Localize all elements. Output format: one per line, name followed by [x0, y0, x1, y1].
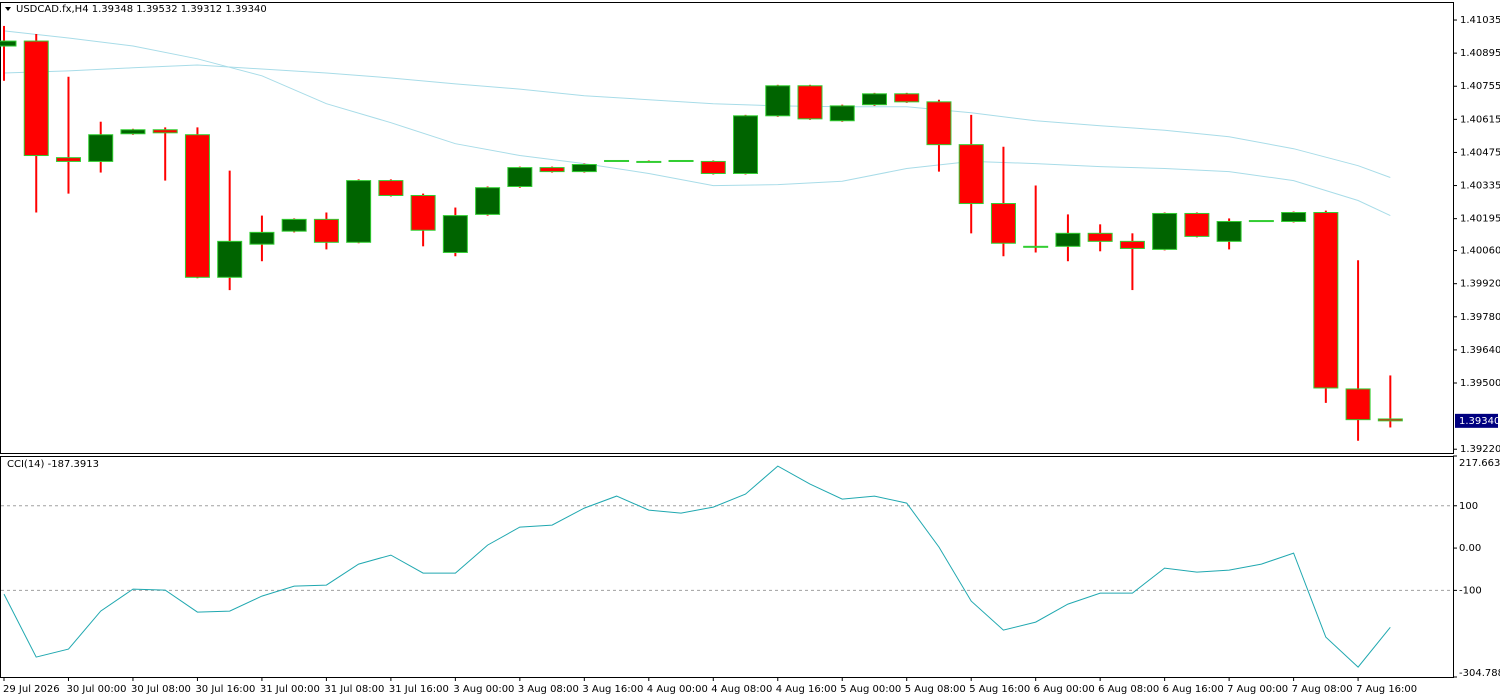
bull-candle-body: [442, 215, 468, 253]
y-tick-label: 1.39780: [1460, 312, 1500, 323]
bull-candle-body: [765, 85, 791, 117]
bull-candle-body: [1281, 212, 1307, 222]
bull-candle-body: [249, 231, 275, 245]
y-tick-label: 1.40195: [1460, 214, 1500, 225]
bear-candle-body: [1313, 212, 1339, 389]
bear-candle-body: [894, 93, 920, 103]
bull-candle-body: [281, 218, 307, 232]
x-tick-label: 3 Aug 16:00: [582, 684, 643, 695]
bull-candle-body: [571, 164, 597, 173]
bear-candle-body: [1184, 212, 1210, 237]
y-tick-label: 1.40335: [1460, 181, 1500, 192]
bear-candle-body: [1119, 240, 1145, 249]
x-tick-label: 4 Aug 08:00: [711, 684, 772, 695]
y-tick-label: 1.39640: [1460, 345, 1500, 356]
bear-candle-body: [378, 180, 404, 196]
moving-average: [3, 30, 1391, 217]
x-tick-label: 31 Jul 16:00: [389, 684, 449, 695]
x-tick-label: 6 Aug 08:00: [1098, 684, 1159, 695]
x-tick-label: 31 Jul 08:00: [324, 684, 384, 695]
bull-candle-body: [1055, 232, 1081, 247]
y-tick-label: 1.40060: [1460, 246, 1500, 257]
bear-candle-body: [1377, 418, 1403, 422]
bull-candle-body: [88, 134, 114, 162]
plot-layer: [0, 25, 1453, 668]
bear-candle-body: [797, 85, 823, 120]
symbol-header: USDCAD.fx,H4 1.39348 1.39532 1.39312 1.3…: [16, 4, 267, 15]
moving-average: [3, 64, 1391, 178]
bear-candle-body: [539, 167, 565, 173]
bull-candle-body: [475, 187, 501, 215]
bear-candle-body: [184, 134, 210, 278]
y-tick-label: 1.40895: [1460, 48, 1500, 59]
bear-candle-body: [990, 203, 1016, 244]
bear-candle-body: [958, 144, 984, 205]
y-tick-label: 100: [1459, 501, 1478, 512]
x-tick-label: 3 Aug 00:00: [453, 684, 514, 695]
x-tick-label: 5 Aug 16:00: [969, 684, 1030, 695]
bull-candle-body: [604, 159, 630, 162]
bull-candle-body: [668, 159, 694, 162]
bear-candle-body: [926, 101, 952, 146]
bear-candle-body: [1345, 388, 1371, 421]
price-label-box: [1455, 413, 1498, 428]
bear-candle-body: [23, 40, 49, 157]
bull-candle-body: [636, 160, 662, 163]
y-tick-label: -304.7883: [1459, 668, 1500, 679]
x-tick-label: 7 Aug 16:00: [1356, 684, 1417, 695]
bull-candle-body: [1152, 212, 1178, 250]
x-tick-label: 30 Jul 08:00: [131, 684, 191, 695]
indicator-header: CCI(14) -187.3913: [7, 459, 99, 470]
y-tick-label: 1.39920: [1460, 279, 1500, 290]
x-tick-label: 6 Aug 16:00: [1163, 684, 1224, 695]
x-tick-label: 30 Jul 16:00: [195, 684, 255, 695]
y-tick-label: 1.40755: [1460, 81, 1500, 92]
y-tick-label: 0.00: [1459, 543, 1481, 554]
main-panel-frame: [0, 2, 1454, 454]
y-tick-label: 1.41035: [1460, 15, 1500, 26]
y-tick-label: 1.40615: [1460, 114, 1500, 125]
indicator-panel-frame: [0, 456, 1454, 678]
bull-candle-body: [0, 40, 17, 47]
cci-line: [3, 465, 1391, 668]
bull-candle-body: [217, 240, 243, 278]
x-tick-label: 5 Aug 08:00: [905, 684, 966, 695]
y-tick-label: -100: [1459, 585, 1482, 596]
bear-candle-body: [410, 194, 436, 231]
bear-candle-body: [700, 160, 726, 174]
bear-candle-body: [313, 218, 339, 243]
x-tick-label: 4 Aug 00:00: [647, 684, 708, 695]
y-tick-label: 1.39220: [1460, 444, 1500, 455]
bear-candle-body: [1023, 245, 1049, 248]
x-tick-label: 4 Aug 16:00: [776, 684, 837, 695]
x-tick-label: 3 Aug 08:00: [518, 684, 579, 695]
bull-candle-body: [507, 167, 533, 187]
bull-candle-body: [861, 93, 887, 106]
x-tick-label: 31 Jul 00:00: [260, 684, 320, 695]
y-tick-label: 217.6635: [1459, 458, 1500, 469]
x-tick-label: 5 Aug 00:00: [840, 684, 901, 695]
bear-candle-body: [1087, 232, 1113, 242]
y-tick-label: 1.39500: [1460, 378, 1500, 389]
bull-candle-body: [733, 115, 759, 174]
bear-candle-body: [55, 157, 81, 162]
x-tick-label: 29 Jul 2026: [3, 684, 60, 695]
price-label: 1.39340: [1459, 416, 1500, 427]
x-tick-label: 6 Aug 00:00: [1034, 684, 1095, 695]
bull-candle-body: [1216, 220, 1242, 242]
bull-candle-body: [346, 180, 372, 243]
bear-candle-body: [152, 129, 178, 134]
y-tick-label: 1.40475: [1460, 147, 1500, 158]
x-tick-label: 30 Jul 00:00: [66, 684, 126, 695]
x-tick-label: 7 Aug 08:00: [1292, 684, 1353, 695]
bull-candle-body: [120, 129, 146, 135]
menu-triangle[interactable]: [5, 7, 11, 11]
bull-candle-body: [1248, 220, 1274, 223]
x-tick-label: 7 Aug 00:00: [1227, 684, 1288, 695]
bull-candle-body: [829, 105, 855, 122]
